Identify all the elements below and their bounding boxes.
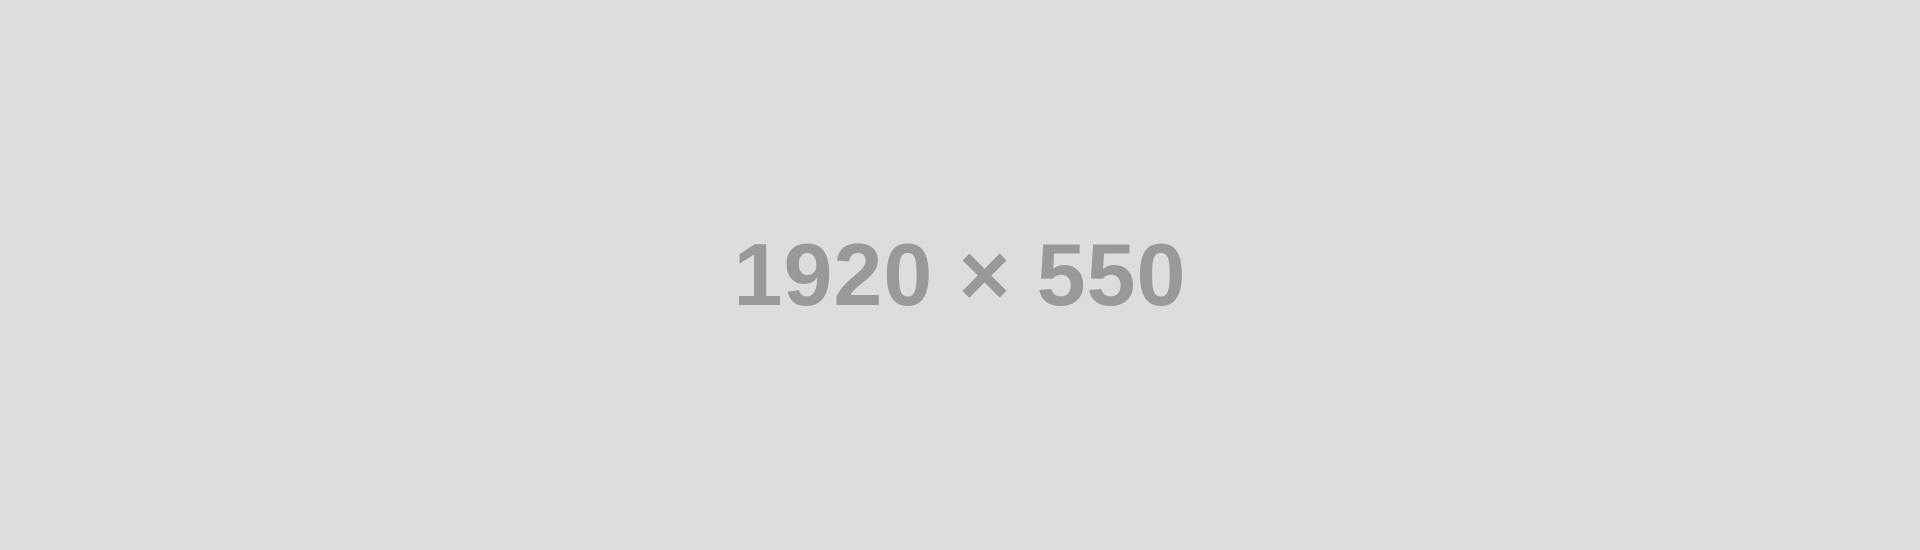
dimensions-label: 1920 × 550 xyxy=(733,225,1187,324)
